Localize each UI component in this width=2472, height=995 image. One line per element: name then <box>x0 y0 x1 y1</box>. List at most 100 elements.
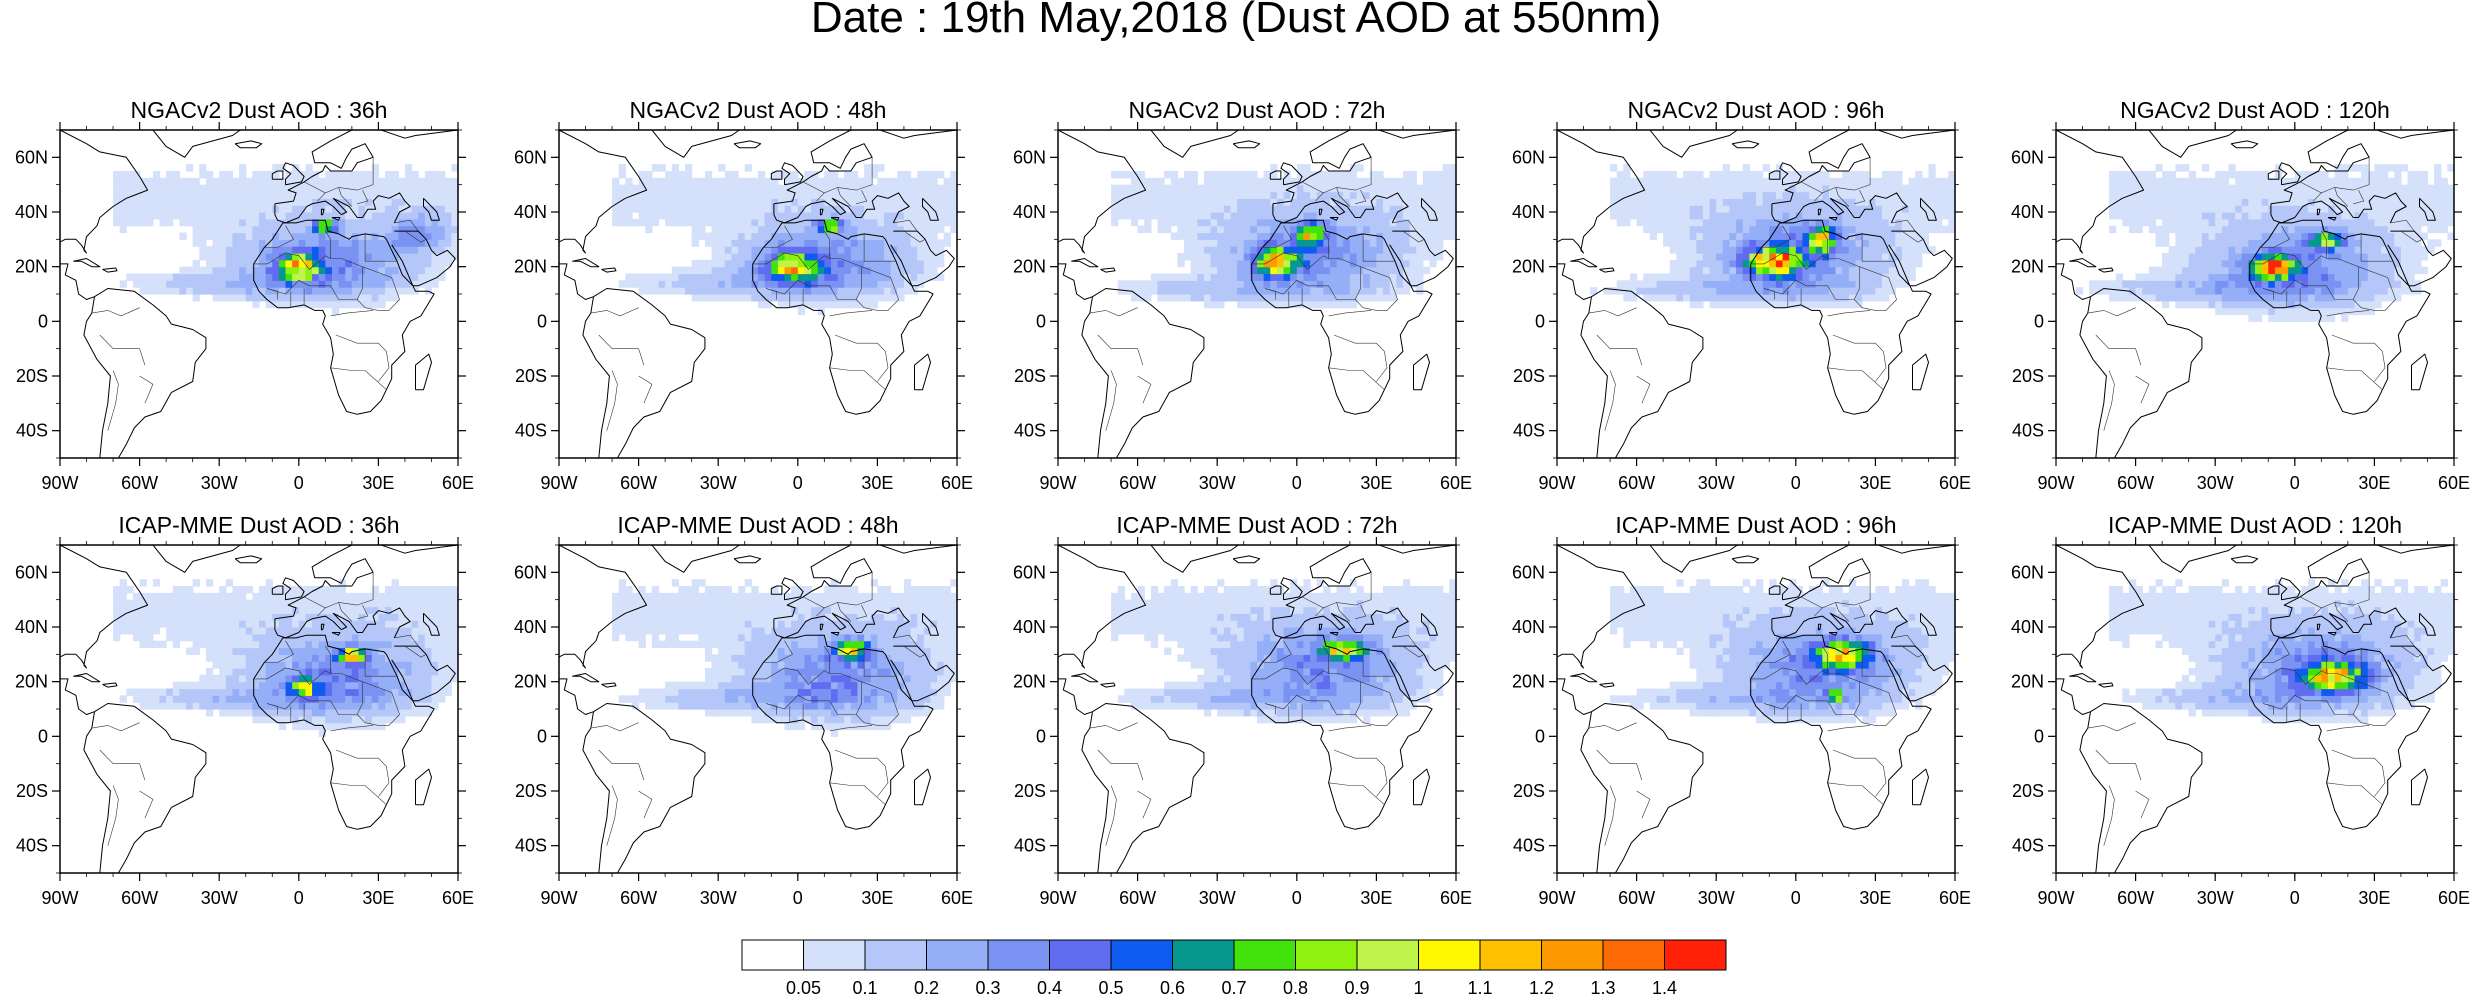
aod-cell <box>751 259 759 268</box>
aod-cell <box>777 225 786 234</box>
aod-cell <box>2182 239 2190 247</box>
aod-cell <box>2367 246 2375 254</box>
aod-cell <box>2334 191 2342 199</box>
aod-cell <box>1762 266 1770 275</box>
aod-cell <box>2294 225 2303 234</box>
aod-cell <box>444 184 452 193</box>
aod-cell <box>2354 273 2362 281</box>
aod-cell <box>1376 191 1384 199</box>
aod-cell <box>1144 287 1152 295</box>
aod-cell <box>1862 253 1870 261</box>
aod-cell <box>245 239 253 247</box>
aod-cell <box>2281 225 2289 234</box>
aod-cell <box>1263 253 1271 261</box>
aod-cell <box>438 191 446 199</box>
aod-cell <box>2248 273 2256 281</box>
aod-cell <box>365 259 373 268</box>
coastline <box>1329 217 1339 221</box>
aod-cell <box>923 225 932 234</box>
aod-cell <box>2241 253 2249 261</box>
aod-cell <box>1329 294 1338 302</box>
aod-cell <box>1915 198 1923 206</box>
aod-cell <box>857 212 865 220</box>
aod-cell <box>1749 191 1757 199</box>
aod-cell <box>1848 246 1857 254</box>
aod-cell <box>1736 239 1744 247</box>
aod-cell <box>2195 246 2203 254</box>
aod-cell <box>658 205 666 213</box>
lat-tick-label: 40N <box>514 202 547 222</box>
aod-cell <box>2354 177 2362 186</box>
aod-cell <box>1429 253 1437 261</box>
aod-cell <box>1197 191 1205 199</box>
aod-cell <box>1842 184 1850 193</box>
aod-cell <box>2434 177 2442 186</box>
aod-cell <box>1376 273 1384 281</box>
country-border <box>1328 310 1372 317</box>
aod-cell <box>2261 198 2269 206</box>
aod-cell <box>2148 225 2157 234</box>
aod-cell <box>1336 218 1344 227</box>
aod-cell <box>1676 212 1684 220</box>
aod-cell <box>2228 164 2236 172</box>
aod-cell <box>731 198 739 206</box>
aod-cell <box>884 205 892 213</box>
lat-tick-label: 20N <box>1013 257 1046 277</box>
aod-cell <box>1649 212 1658 220</box>
aod-cell <box>219 253 227 261</box>
aod-cell <box>358 218 366 227</box>
aod-cell <box>797 294 806 302</box>
aod-cell <box>411 212 419 220</box>
aod-cell <box>1184 287 1192 295</box>
aod-cell <box>2341 294 2349 302</box>
aod-cell <box>718 266 726 275</box>
aod-cell <box>278 212 287 220</box>
aod-cell <box>671 164 679 172</box>
aod-cell <box>864 171 872 179</box>
aod-cell <box>791 259 799 268</box>
aod-cell <box>817 212 825 220</box>
aod-cell <box>126 212 134 220</box>
aod-cell <box>1396 239 1404 247</box>
aod-cell <box>1316 171 1324 179</box>
aod-cell <box>2208 198 2216 206</box>
aod-cell <box>1276 205 1285 213</box>
aod-cell <box>2294 266 2303 275</box>
aod-cell <box>1769 294 1777 302</box>
aod-cell <box>824 259 832 268</box>
coastline <box>1150 130 1239 158</box>
aod-cell <box>199 280 207 288</box>
aod-cell <box>764 191 772 199</box>
aod-cell <box>166 212 174 220</box>
aod-cell <box>1702 287 1711 295</box>
aod-cell <box>1795 273 1804 281</box>
aod-cell <box>2314 232 2322 240</box>
aod-cell <box>1442 212 1450 220</box>
aod-cell <box>2235 205 2243 213</box>
aod-cell <box>1170 198 1178 206</box>
aod-cell <box>791 198 799 206</box>
coastline <box>331 217 341 221</box>
aod-cell <box>903 232 912 240</box>
aod-cell <box>1809 212 1817 220</box>
aod-cell <box>1709 273 1717 281</box>
aod-cell <box>704 273 713 281</box>
aod-cell <box>186 164 194 172</box>
aod-cell <box>1356 294 1364 302</box>
aod-cell <box>1795 294 1804 302</box>
aod-cell <box>1901 205 1910 213</box>
aod-cell <box>744 259 752 268</box>
aod-cell <box>910 212 918 220</box>
aod-cell <box>2321 266 2329 275</box>
aod-cell <box>1928 171 1936 179</box>
aod-cell <box>1722 239 1731 247</box>
aod-cell <box>2387 198 2395 206</box>
aod-cell <box>159 280 167 288</box>
aod-cell <box>1941 177 1949 186</box>
aod-cell <box>2387 225 2395 234</box>
aod-cell <box>1336 259 1344 268</box>
aod-cell <box>2367 171 2375 179</box>
aod-cell <box>870 198 878 206</box>
aod-cell <box>1882 246 1890 254</box>
aod-cell <box>2128 294 2137 302</box>
